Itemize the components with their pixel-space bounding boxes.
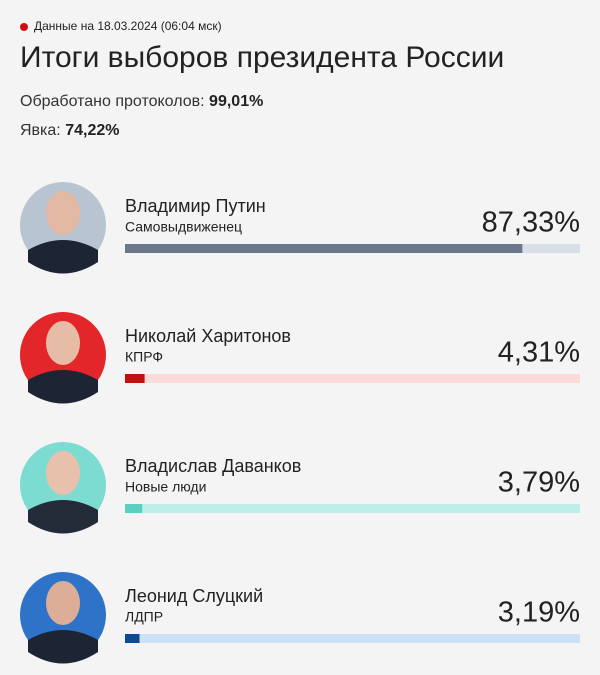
bar-track — [125, 634, 580, 643]
date: Данные на 18.03.2024 (06:04 мск) — [34, 19, 222, 33]
value-label: 3,79% — [498, 467, 580, 499]
turnout-value: 74,22% — [65, 122, 119, 139]
value-label: 87,33% — [482, 207, 580, 239]
turnout-label: Явка: — [20, 122, 61, 139]
bar — [125, 504, 143, 513]
avatar — [20, 442, 106, 534]
candidate-party: Новые люди — [125, 479, 206, 495]
title: Итоги выборов президента России — [20, 41, 504, 74]
candidate-name: Владислав Даванков — [125, 456, 301, 476]
candidate-name: Владимир Путин — [125, 196, 266, 216]
processed-label: Обработано протоколов: — [20, 93, 205, 110]
avatars — [20, 182, 106, 664]
bar — [125, 634, 140, 643]
value-label: 3,19% — [498, 597, 580, 629]
bar — [125, 374, 145, 383]
live-dot — [20, 23, 28, 31]
bar-track — [125, 374, 580, 383]
bar-track — [125, 504, 580, 513]
avatar — [20, 312, 106, 404]
bar — [125, 244, 523, 253]
turnout: Явка: 74,22% — [20, 122, 119, 139]
candidate-name: Николай Харитонов — [125, 326, 291, 346]
candidate-party: ЛДПР — [125, 609, 163, 625]
avatar — [20, 182, 106, 274]
avatar — [20, 572, 106, 664]
processed-value: 99,01% — [209, 93, 263, 110]
candidate-party: КПРФ — [125, 349, 163, 365]
candidate-party: Самовыдвиженец — [125, 219, 242, 235]
value-label: 4,31% — [498, 337, 580, 369]
processed: Обработано протоколов: 99,01% — [20, 93, 263, 110]
candidate-name: Леонид Слуцкий — [125, 586, 263, 606]
